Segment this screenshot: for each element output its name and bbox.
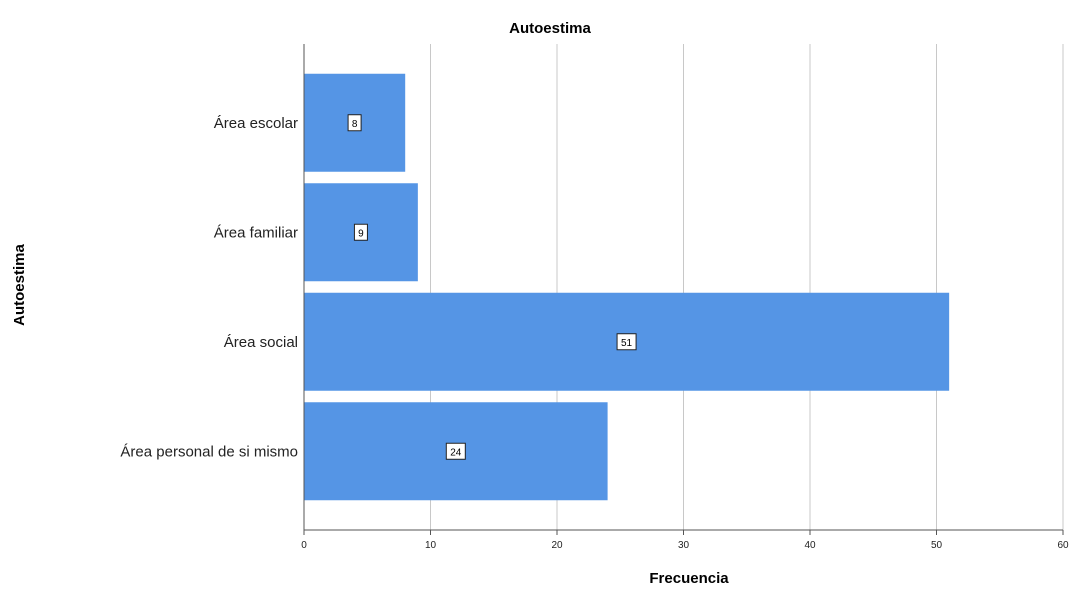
x-tick-label: 50 xyxy=(931,540,943,551)
data-label-box xyxy=(445,442,466,460)
data-label: 24 xyxy=(450,447,462,458)
data-label: 9 xyxy=(358,228,364,239)
x-tick-label: 0 xyxy=(301,540,307,551)
y-axis-title: Autoestima xyxy=(11,244,28,326)
x-tick-label: 30 xyxy=(678,540,690,551)
category-labels: Área escolar Área familiar Área social Área… xyxy=(120,115,298,461)
category-label: Área familiar xyxy=(214,224,298,241)
data-label-box xyxy=(347,114,362,132)
x-tick-label: 60 xyxy=(1057,540,1069,551)
chart-title: Autoestima xyxy=(509,20,591,37)
data-label-box xyxy=(353,223,368,241)
x-tick-label: 40 xyxy=(804,540,816,551)
x-axis-ticks: 0 10 20 30 40 50 60 xyxy=(301,530,1069,551)
category-label: Área personal de si mismo xyxy=(120,443,298,460)
data-label-box xyxy=(616,333,637,351)
x-tick-label: 20 xyxy=(551,540,563,551)
axes xyxy=(303,44,1063,531)
x-tick-label: 10 xyxy=(425,540,437,551)
bars: 8 9 51 24 xyxy=(304,73,950,501)
category-label: Área escolar xyxy=(214,115,298,132)
category-label: Área social xyxy=(224,334,298,351)
x-axis-title: Frecuencia xyxy=(649,570,729,587)
data-label: 8 xyxy=(352,119,358,130)
data-label: 51 xyxy=(621,338,633,349)
